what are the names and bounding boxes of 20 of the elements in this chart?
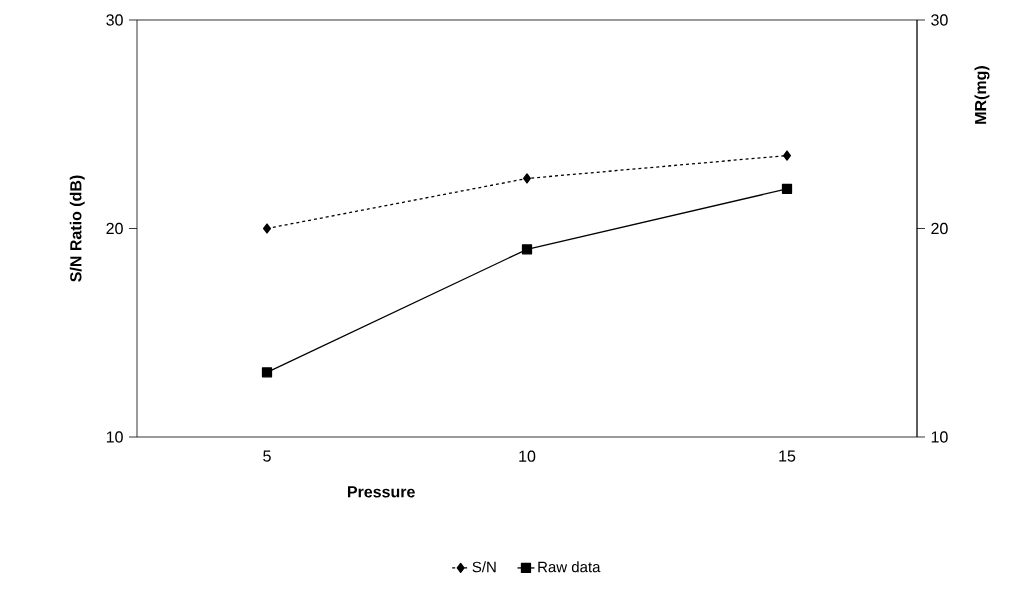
y-axis-title: S/N Ratio (dB) [69,175,85,282]
y-tick-label: 30 [106,14,123,26]
point [782,150,792,161]
x-axis-title: Pressure [347,486,415,498]
point [261,367,273,378]
y2-tick-label: 20 [931,222,948,235]
point [522,173,532,184]
x-tick-label: 5 [263,450,271,462]
point [262,223,272,234]
x-tick-label: 10 [519,450,536,462]
y-tick-label: 10 [106,431,123,443]
x-tick-label: 15 [779,450,796,462]
point [521,244,533,255]
y-tick-label: 20 [106,222,123,235]
point [781,183,793,195]
y2-tick-label: 30 [931,14,948,26]
legend-label: S/N [472,561,496,573]
legend-label: Raw data [538,561,601,573]
y2-tick-label: 10 [931,431,948,443]
y2-axis-title: MR(mg) [974,66,990,124]
